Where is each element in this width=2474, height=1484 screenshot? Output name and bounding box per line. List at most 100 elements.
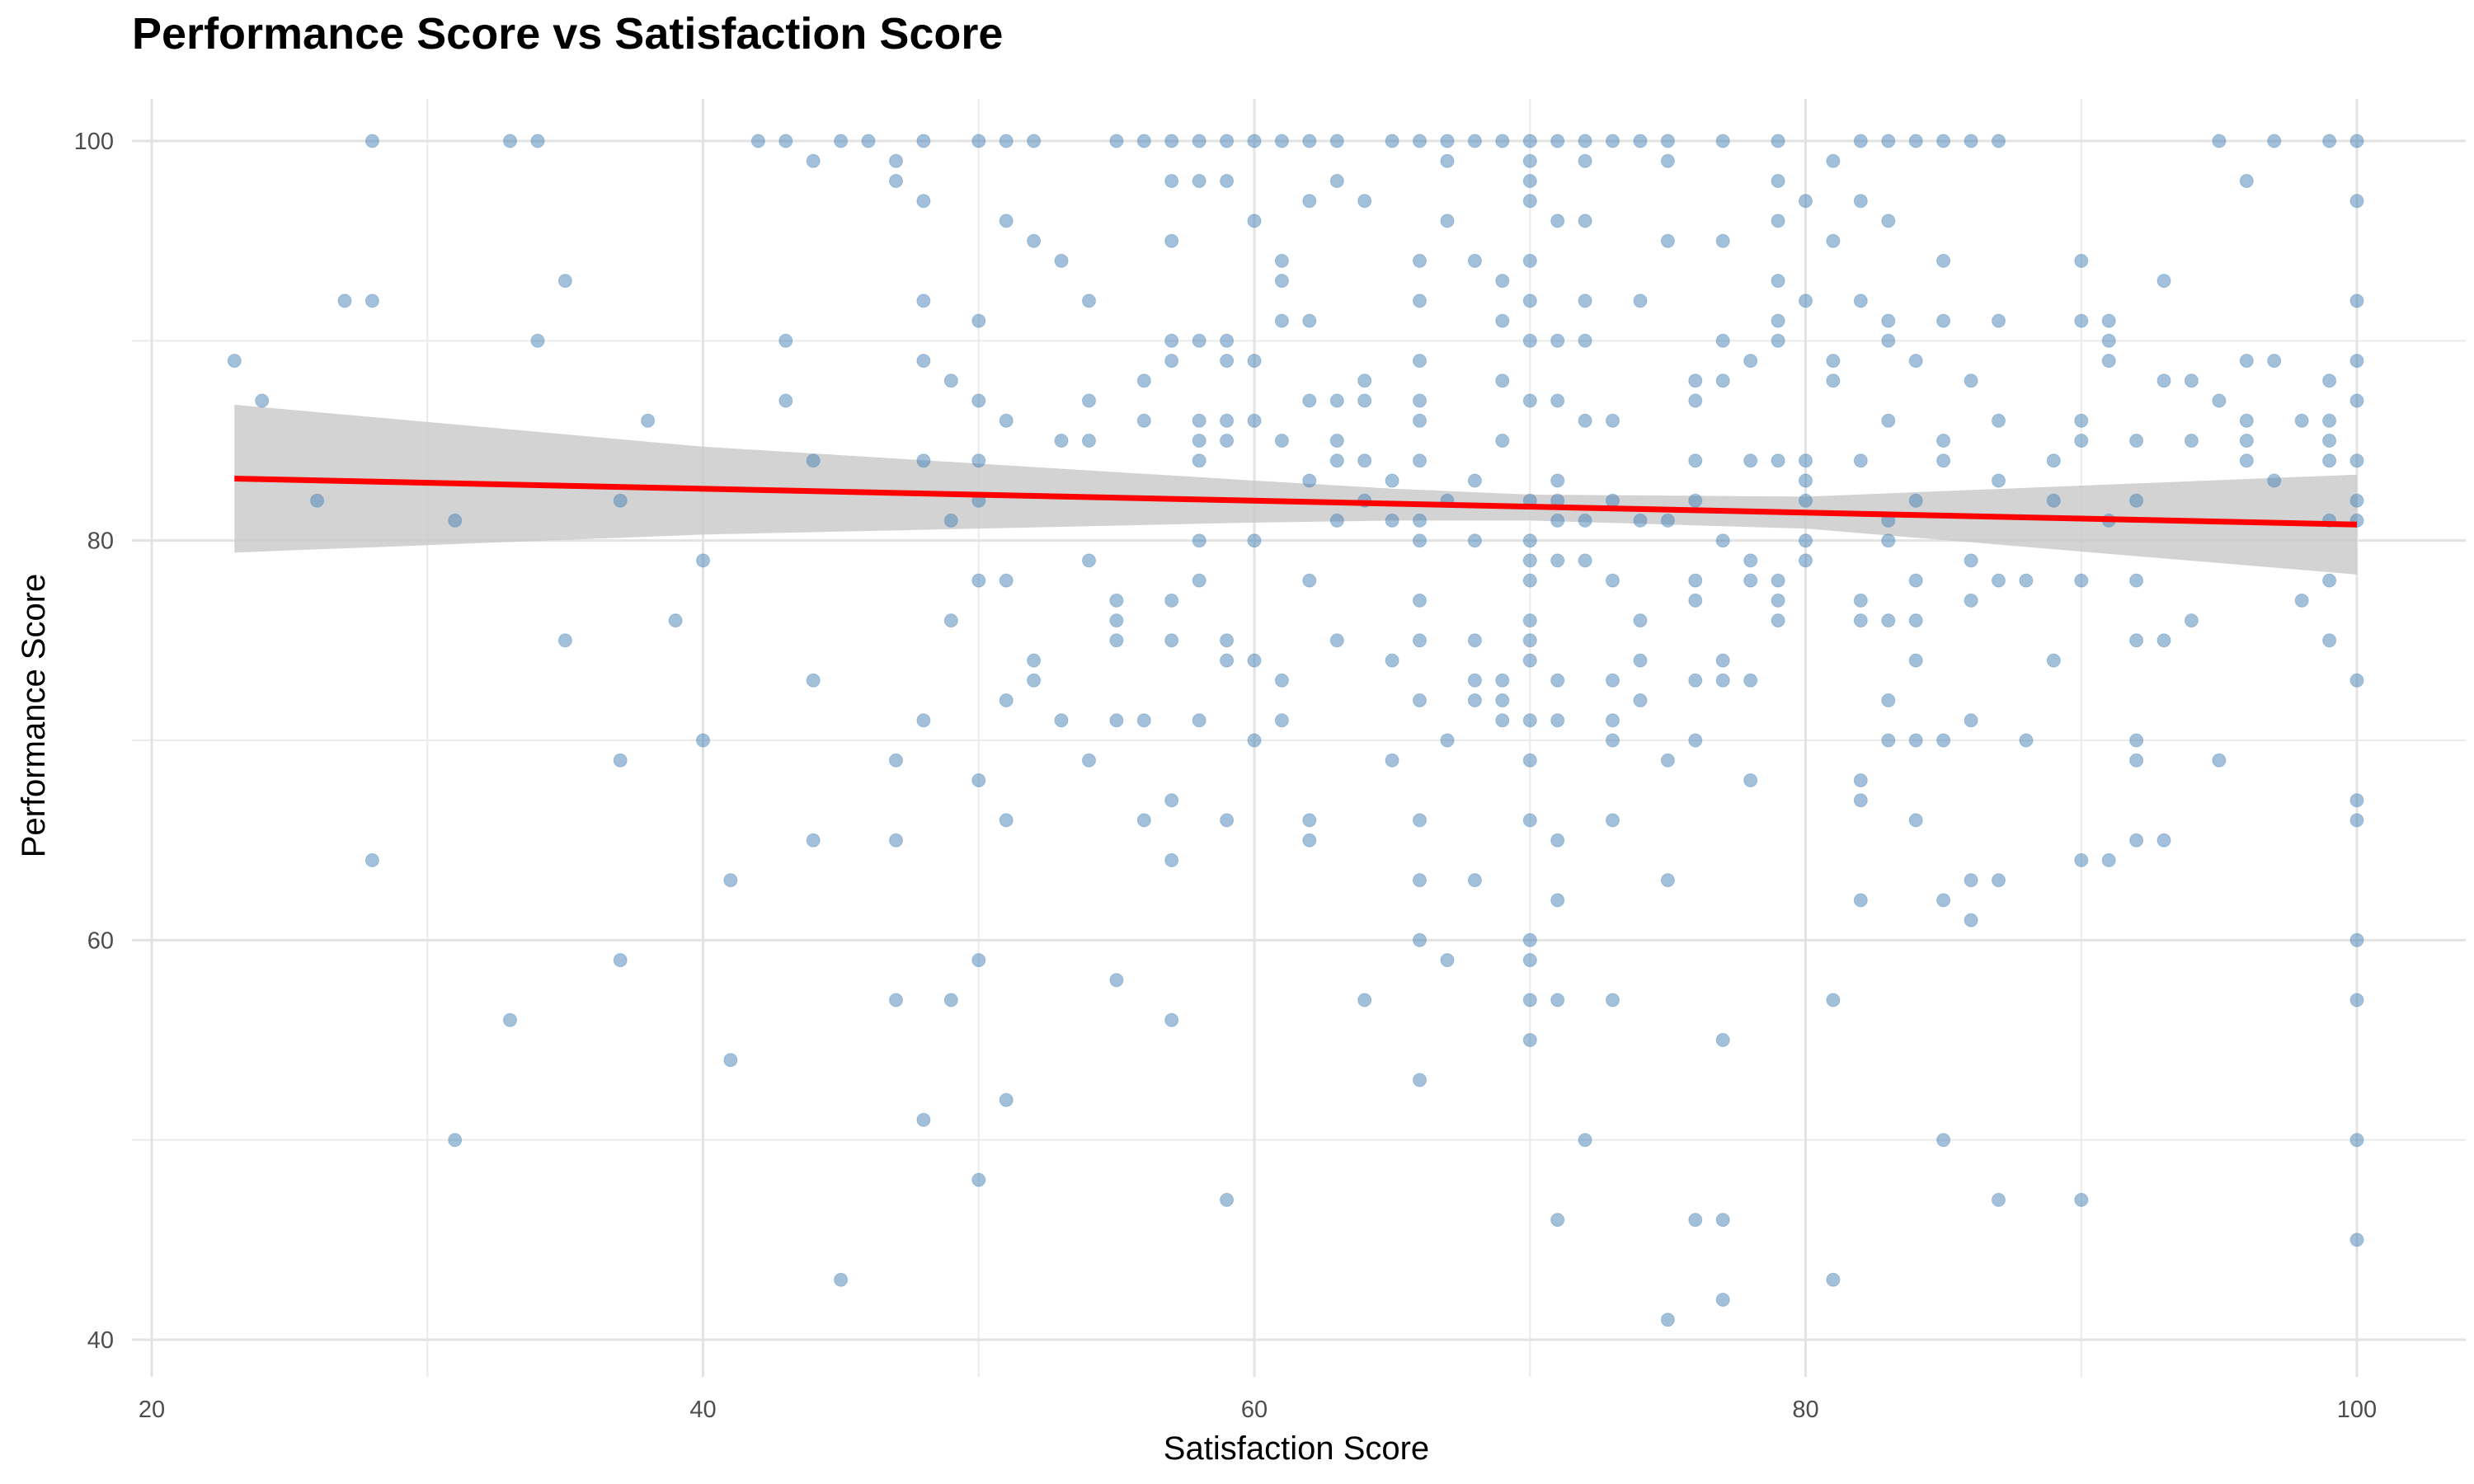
data-point [889,833,903,848]
data-point [1027,134,1042,148]
data-point [1054,713,1069,728]
data-point [1302,313,1317,328]
data-point [1220,434,1235,448]
data-point [1550,993,1565,1007]
data-point [1633,693,1648,707]
data-point [1413,633,1427,648]
data-point [1660,873,1675,888]
data-point [1192,434,1206,448]
data-point [1936,313,1951,328]
data-point [1082,753,1096,768]
data-point [1964,913,1978,928]
data-point [2349,932,2364,947]
data-point [1771,333,1785,348]
data-point [943,993,958,1007]
data-point [1247,533,1262,548]
trend-line-group [234,476,2358,528]
data-point [1799,453,1813,468]
data-point [1522,553,1537,568]
data-point [1660,153,1675,168]
data-point [1660,513,1675,528]
data-point [641,413,656,428]
data-point [1688,1213,1703,1228]
data-point [1853,773,1868,787]
data-point [1302,833,1317,848]
data-point [1578,513,1592,528]
data-point [1771,453,1785,468]
data-point [1522,153,1537,168]
x-tick-label: 60 [1241,1397,1268,1423]
data-point [834,134,849,148]
data-point [2212,753,2227,768]
data-point [1853,453,1868,468]
data-point [1715,1293,1730,1307]
data-point [999,693,1014,707]
data-point [1495,673,1510,688]
data-point [2294,413,2309,428]
data-point [1799,493,1813,508]
data-point [1578,153,1592,168]
data-point [1908,573,1923,588]
data-point [1192,533,1206,548]
data-point [1522,573,1537,588]
data-point [1495,434,1510,448]
data-point [530,333,545,348]
data-point [1578,333,1592,348]
data-point [1908,733,1923,748]
x-axis-ticks: 20 40 60 80 100 [139,1397,2377,1423]
data-point [1771,593,1785,608]
x-tick-label: 40 [689,1397,716,1423]
data-point [1082,553,1096,568]
data-point [1550,713,1565,728]
data-point [1936,733,1951,748]
data-point [1192,174,1206,188]
data-point [2157,274,2171,289]
data-point [1220,354,1235,369]
data-point [1329,453,1344,468]
data-point [2349,453,2364,468]
data-point [1550,553,1565,568]
data-point [2129,493,2144,508]
data-point [1440,134,1455,148]
data-point [1467,693,1482,707]
data-point [1302,813,1317,828]
data-point [1992,134,2006,148]
data-point [1274,434,1289,448]
data-point [1578,294,1592,308]
data-point [227,354,242,369]
data-point [1522,1033,1537,1047]
data-point [999,134,1014,148]
data-point [1550,214,1565,228]
data-point [1495,313,1510,328]
data-point [1799,294,1813,308]
data-point [2322,373,2337,388]
data-point [889,153,903,168]
data-point [1743,453,1758,468]
data-point [1964,593,1978,608]
data-point [1385,513,1399,528]
data-point [2129,753,2144,768]
data-point [1992,873,2006,888]
data-point [1302,573,1317,588]
data-point [2101,852,2116,867]
data-point [2267,354,2282,369]
chart-title: Performance Score vs Satisfaction Score [132,9,1004,59]
x-tick-label: 100 [2337,1397,2377,1423]
data-point [1220,1192,1235,1207]
data-point [1522,753,1537,768]
data-point [1688,493,1703,508]
data-point [2184,613,2199,628]
data-point [2074,413,2089,428]
data-point [1495,713,1510,728]
grid-lines [132,99,2466,1377]
data-point [1964,134,1978,148]
data-point [1329,633,1344,648]
data-point [1522,932,1537,947]
data-point [1853,593,1868,608]
data-point [1799,553,1813,568]
data-point [1413,253,1427,268]
data-point [365,852,379,867]
data-point [2349,813,2364,828]
data-point [1606,573,1620,588]
data-point [1660,753,1675,768]
